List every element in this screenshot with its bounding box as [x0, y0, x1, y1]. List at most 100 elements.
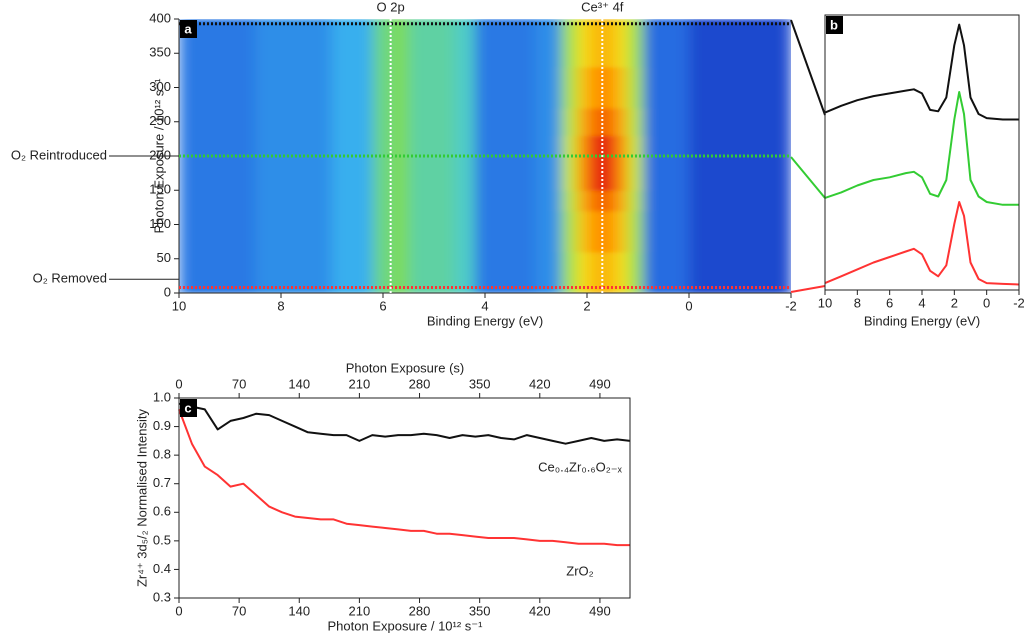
- heat-cell: [372, 190, 392, 212]
- heat-cell: [255, 210, 333, 253]
- heat-cell: [390, 190, 409, 212]
- heat-cell: [474, 108, 537, 136]
- heat-cell: [372, 19, 392, 68]
- y-axis-label: Zr⁴⁺ 3d₅/₂ Normalised Intensity: [134, 408, 149, 587]
- heat-cell: [474, 210, 537, 253]
- x-tick-label: 10: [172, 298, 186, 313]
- heat-cell: [627, 66, 644, 109]
- heat-cell: [576, 190, 591, 212]
- x-tick-label: 2: [951, 295, 958, 310]
- x-tick-label: 70: [232, 603, 246, 618]
- x-axis-label: Photon Exposure / 10¹² s⁻¹: [328, 618, 484, 633]
- heat-cell: [615, 190, 629, 212]
- heat-cell: [627, 108, 644, 136]
- x-tick-label: 8: [854, 295, 861, 310]
- heat-cell: [408, 210, 455, 253]
- x2-tick-label: 490: [589, 376, 611, 391]
- heat-cell: [390, 210, 409, 253]
- heat-cell: [332, 190, 374, 212]
- heat-cell: [255, 19, 333, 68]
- x2-tick-label: 70: [232, 376, 246, 391]
- heat-cell: [255, 135, 333, 191]
- heat-cell: [474, 190, 537, 212]
- heat-cell: [408, 190, 455, 212]
- heat-cell: [390, 66, 409, 109]
- heat-cell: [454, 19, 476, 68]
- x-tick-label: -2: [785, 298, 797, 313]
- connector: [790, 156, 826, 199]
- heat-cell: [390, 135, 409, 191]
- side-label: O₂ Reintroduced: [11, 147, 107, 162]
- series-label: Ce₀.₄Zr₀.₆O₂₋ₓ: [538, 459, 622, 474]
- y-tick-label: 0.4: [153, 561, 171, 576]
- side-label: O₂ Removed: [33, 271, 107, 286]
- x-tick-label: 210: [349, 603, 371, 618]
- heat-cell: [179, 66, 256, 109]
- y-tick-label: 0.7: [153, 475, 171, 490]
- heat-cell: [372, 210, 392, 253]
- heat-cell: [643, 251, 690, 293]
- heat-cell: [408, 135, 455, 191]
- heat-cell: [627, 251, 644, 293]
- y-tick-label: 350: [149, 45, 171, 60]
- heat-cell: [615, 66, 629, 109]
- y-tick-label: 150: [149, 182, 171, 197]
- heat-cell: [627, 19, 644, 68]
- heat-cell: [536, 135, 562, 191]
- heat-cell: [454, 135, 476, 191]
- series-line: [824, 23, 1019, 121]
- heat-cell: [689, 135, 791, 191]
- heat-cell: [390, 108, 409, 136]
- heat-cell: [179, 210, 256, 253]
- heat-cell: [689, 19, 791, 68]
- heat-cell: [643, 108, 690, 136]
- x-tick-label: 490: [589, 603, 611, 618]
- x2-tick-label: 210: [349, 376, 371, 391]
- heat-cell: [454, 190, 476, 212]
- x2-tick-label: 0: [175, 376, 182, 391]
- heat-cell: [689, 108, 791, 136]
- peak-label: Ce³⁺ 4f: [581, 0, 624, 14]
- heat-cell: [561, 66, 578, 109]
- heat-cell: [615, 135, 629, 191]
- heat-cell: [576, 66, 591, 109]
- x2-tick-label: 420: [529, 376, 551, 391]
- heat-cell: [536, 66, 562, 109]
- peak-label: O 2p: [377, 0, 405, 14]
- heat-cell: [390, 19, 409, 68]
- heat-cell: [408, 108, 455, 136]
- connector: [790, 19, 826, 116]
- x-tick-label: 8: [277, 298, 284, 313]
- series-line: [178, 402, 631, 445]
- heat-cell: [561, 210, 578, 253]
- heat-cell: [689, 190, 791, 212]
- heat-cell: [643, 66, 690, 109]
- panel-label: a: [184, 21, 192, 36]
- heat-cell: [627, 135, 644, 191]
- heat-cell: [179, 108, 256, 136]
- y-tick-label: 250: [149, 113, 171, 128]
- x-tick-label: 0: [685, 298, 692, 313]
- heat-cell: [372, 251, 392, 293]
- heat-cell: [561, 19, 578, 68]
- panel-label-box: [826, 16, 843, 34]
- series-label: ZrO₂: [566, 564, 593, 579]
- x-tick-label: 140: [288, 603, 310, 618]
- x-axis-label: Binding Energy (eV): [864, 313, 980, 328]
- panel-label: c: [184, 400, 191, 415]
- heat-cell: [689, 210, 791, 253]
- x-tick-label: 2: [583, 298, 590, 313]
- x-tick-label: -2: [1013, 295, 1024, 310]
- x-tick-label: 0: [983, 295, 990, 310]
- heat-cell: [474, 135, 537, 191]
- heat-cell: [372, 66, 392, 109]
- heat-cell: [576, 210, 591, 253]
- heat-cell: [332, 19, 374, 68]
- heat-cell: [255, 66, 333, 109]
- y-tick-label: 50: [157, 250, 171, 265]
- heat-cell: [536, 108, 562, 136]
- x-tick-label: 6: [379, 298, 386, 313]
- heat-cell: [643, 190, 690, 212]
- heat-cell: [474, 251, 537, 293]
